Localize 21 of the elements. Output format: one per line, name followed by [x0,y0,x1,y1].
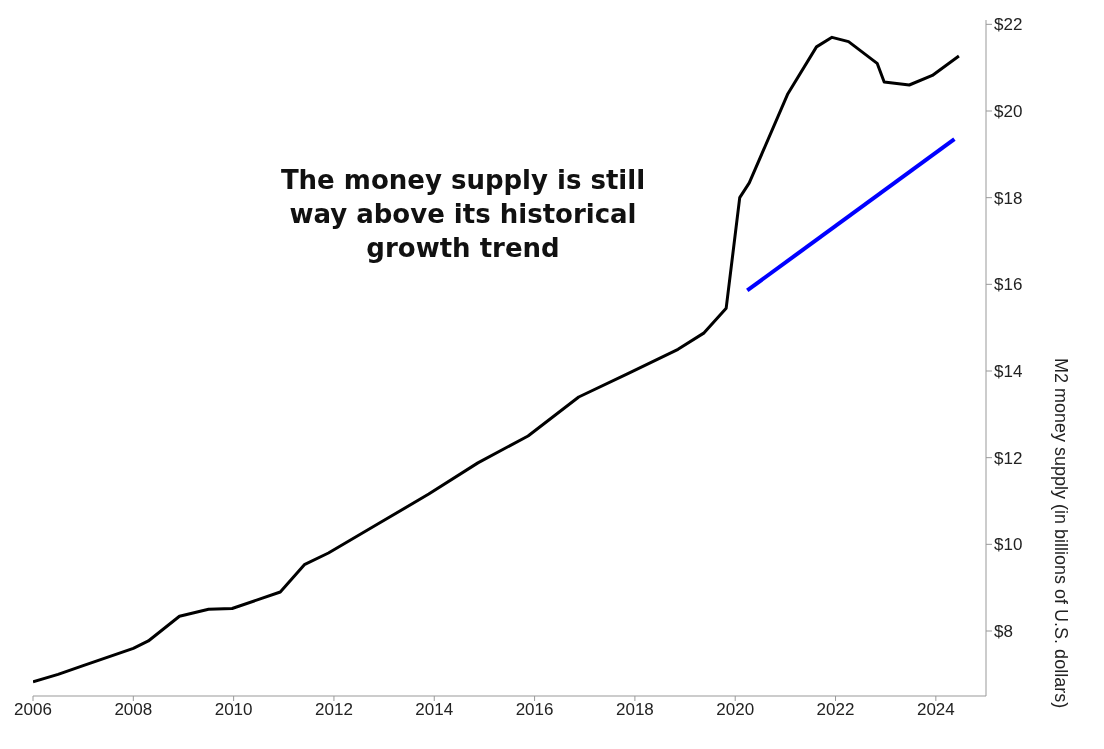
y-tick-label: $10 [994,535,1023,555]
annotation: The money supply is still way above its historical growth trend [279,164,647,265]
x-tick-label: 2022 [816,700,855,720]
y-tick-label: $18 [994,188,1023,208]
x-tick-label: 2018 [615,700,654,720]
x-tick-label: 2012 [315,700,353,720]
x-tick-label: 2010 [214,700,253,720]
y-tick-label: $20 [994,102,1023,122]
x-tick-label: 2020 [716,700,755,720]
x-tick-label: 2016 [515,700,554,720]
x-tick-label: 2024 [916,700,955,720]
x-tick-label: 2014 [415,700,454,720]
y-tick-label: $14 [994,362,1023,382]
x-tick-label: 2006 [14,700,52,720]
y-tick-label: $16 [994,275,1023,295]
y-axis-title: M2 money supply (in billions of U.S. dollars) [1050,358,1071,709]
line-series [33,35,961,684]
y-tick-label: $22 [994,15,1023,35]
y-tick-label: $12 [994,448,1023,468]
x-tick-label: 2008 [114,700,153,720]
y-tick-label: $8 [994,622,1013,642]
